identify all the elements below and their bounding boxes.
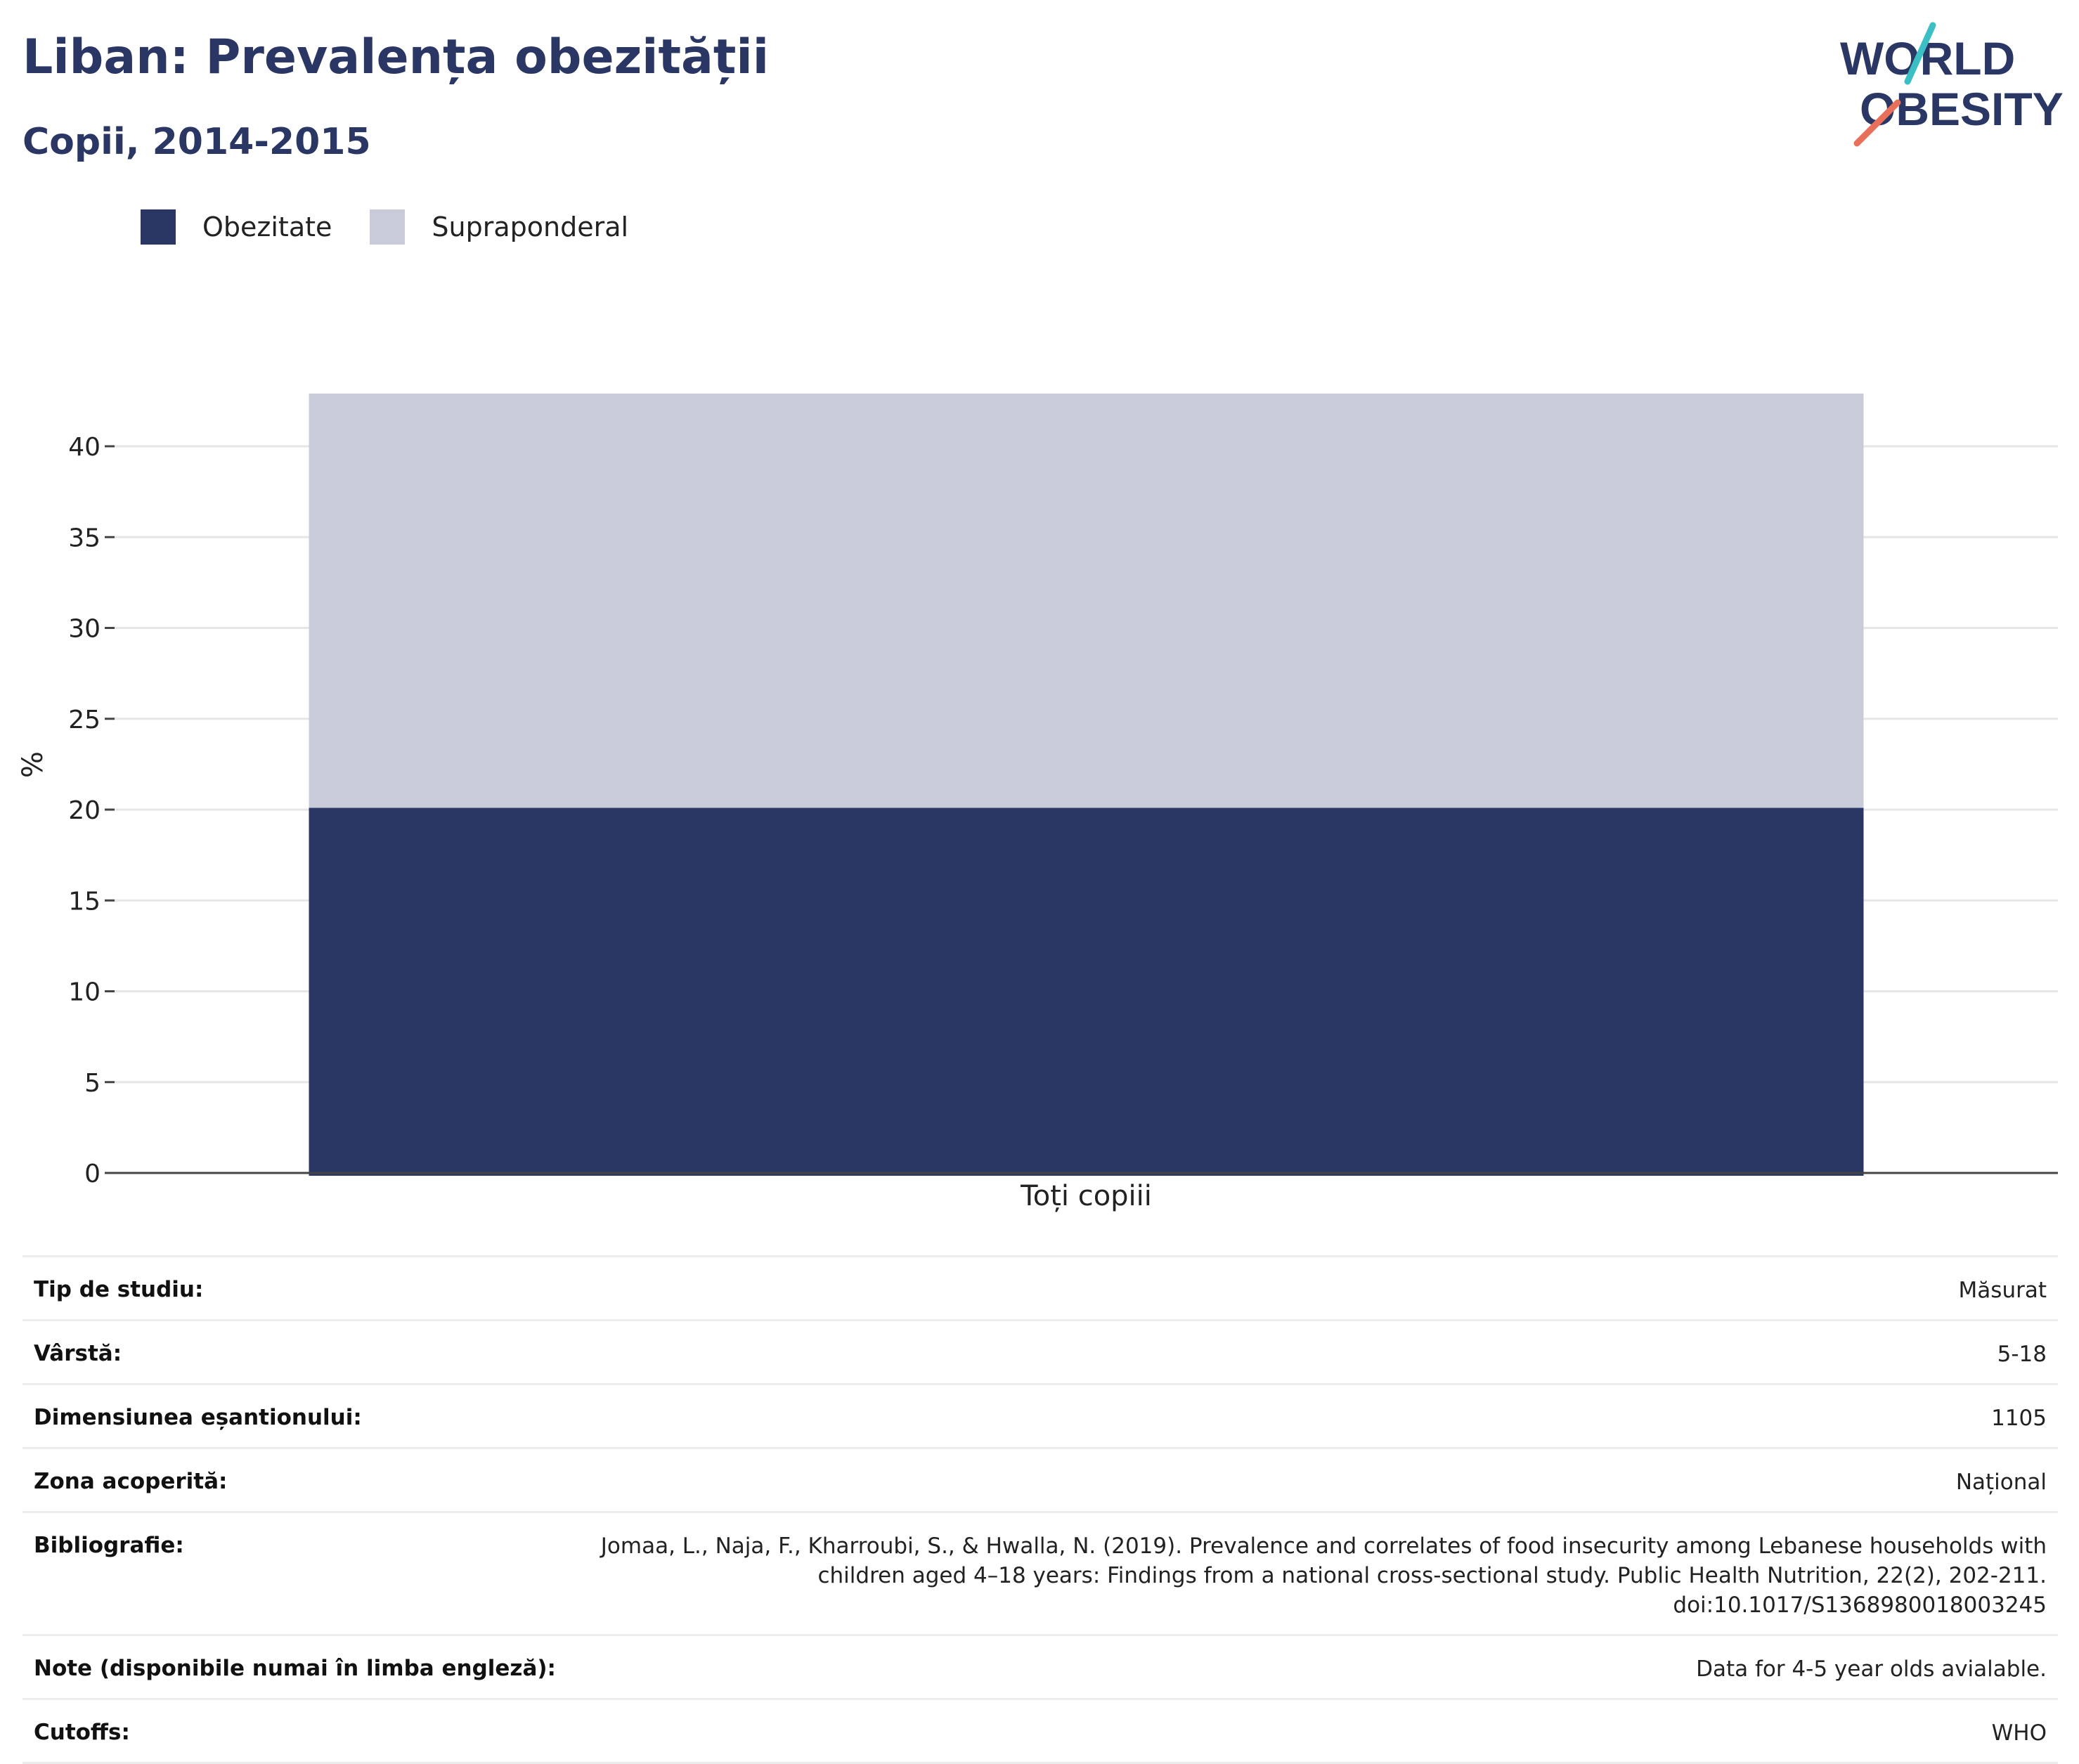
info-label: Tip de studiu:: [34, 1277, 204, 1302]
logo-slash-bottom: [1853, 99, 1901, 147]
info-value: WHO: [1991, 1720, 2047, 1746]
info-row: Vârstă: 5-18: [22, 1321, 2058, 1385]
legend-item-supraponderal: Supraponderal: [370, 209, 628, 245]
info-value: Jomaa, L., Naja, F., Kharroubi, S., & Hw…: [601, 1531, 2047, 1620]
info-label: Note (disponibile numai în limba engleză…: [34, 1656, 556, 1681]
y-tick-label: 35: [68, 524, 101, 552]
info-row: Note (disponibile numai în limba engleză…: [22, 1636, 2058, 1700]
y-tick-label: 40: [68, 433, 101, 462]
y-tick-label: 5: [84, 1069, 101, 1098]
y-axis-label: %: [17, 751, 49, 778]
bar-segment-obezitate: [309, 808, 1864, 1176]
info-value-line: children aged 4–18 years: Findings from …: [817, 1563, 2047, 1588]
info-value-line: doi:10.1017/S1368980018003245: [1673, 1593, 2047, 1618]
legend-item-obezitate: Obezitate: [141, 209, 332, 245]
info-row: Bibliografie: Jomaa, L., Naja, F., Kharro…: [22, 1513, 2058, 1636]
legend-swatch-obezitate: [141, 209, 176, 245]
y-tick-label: 0: [84, 1160, 101, 1188]
stacked-bar-chart: 0 5 10 15 20 25 30 35 40% Toți copiii: [17, 394, 2058, 1212]
y-tick-label: 15: [68, 887, 101, 916]
info-value: Național: [1955, 1470, 2047, 1495]
legend-label-supraponderal: Supraponderal: [432, 212, 629, 242]
info-label: Bibliografie:: [34, 1533, 184, 1558]
legend-swatch-supraponderal: [370, 209, 406, 245]
logo-slash-top: [1904, 22, 1936, 85]
info-value-line: Jomaa, L., Naja, F., Kharroubi, S., & Hw…: [600, 1533, 2047, 1559]
y-tick-label: 25: [68, 706, 101, 734]
info-value: Data for 4-5 year olds avialable.: [1696, 1656, 2047, 1682]
info-label: Dimensiunea eșantionului:: [34, 1405, 362, 1430]
info-row: Dimensiunea eșantionului: 1105: [22, 1385, 2058, 1449]
study-info-table: Tip de studiu: Măsurat Vârstă: 5-18 Dimensiu…: [22, 1255, 2058, 1764]
info-label: Zona acoperită:: [34, 1469, 228, 1494]
info-value: 5-18: [1997, 1342, 2047, 1367]
info-value: 1105: [1991, 1406, 2047, 1431]
x-tick-label: Toți copiii: [1020, 1180, 1152, 1212]
world-obesity-logo: WORLD OBESITY: [1840, 22, 2064, 147]
bar-segment-supraponderal: [309, 394, 1864, 808]
info-label: Cutoffs:: [34, 1720, 130, 1745]
info-row: Zona acoperită: Național: [22, 1449, 2058, 1513]
chart-legend: Obezitate Supraponderal: [141, 208, 666, 246]
page-title: Liban: Prevalența obezității: [22, 30, 770, 85]
legend-label-obezitate: Obezitate: [202, 212, 332, 242]
info-row: Tip de studiu: Măsurat: [22, 1257, 2058, 1321]
page-subtitle: Copii, 2014-2015: [22, 121, 371, 163]
y-tick-label: 20: [68, 796, 101, 825]
info-label: Vârstă:: [34, 1341, 122, 1366]
info-row: Cutoffs: WHO: [22, 1700, 2058, 1764]
y-tick-label: 30: [68, 615, 101, 644]
y-tick-label: 10: [68, 978, 101, 1007]
info-value: Măsurat: [1958, 1278, 2047, 1303]
